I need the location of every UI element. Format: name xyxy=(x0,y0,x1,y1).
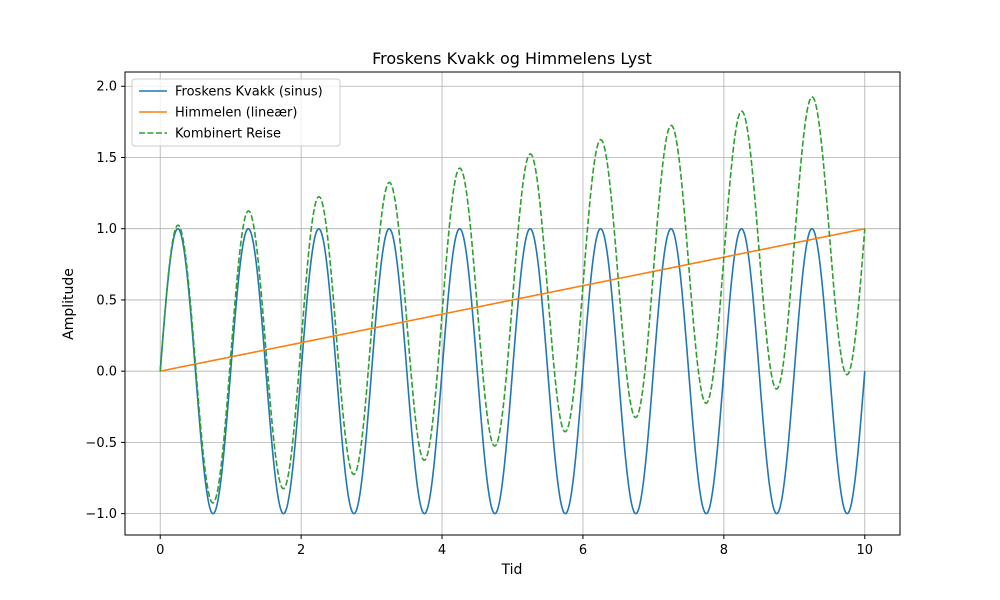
x-tick-label: 6 xyxy=(579,543,587,558)
legend-label-2: Himmelen (lineær) xyxy=(175,106,297,121)
legend-label-3: Kombinert Reise xyxy=(175,127,281,142)
y-tick-label: 1.0 xyxy=(96,222,117,237)
x-tick-label: 0 xyxy=(156,543,164,558)
y-tick-label: 0.0 xyxy=(96,365,117,380)
series-line-3 xyxy=(159,96,866,504)
y-tick-label: −0.5 xyxy=(85,436,117,451)
series-line-1 xyxy=(159,227,866,515)
x-tick-label: 2 xyxy=(297,543,305,558)
y-axis-label: Amplitude xyxy=(61,268,77,340)
y-tick-label: −1.0 xyxy=(85,507,117,522)
legend-box xyxy=(131,78,341,147)
y-tick-label: 1.5 xyxy=(96,151,117,166)
x-tick-label: 10 xyxy=(856,543,873,558)
legend-label-1: Froskens Kvakk (sinus) xyxy=(175,85,323,100)
x-tick-label: 8 xyxy=(720,543,728,558)
chart-title: Froskens Kvakk og Himmelens Lyst xyxy=(372,49,652,68)
x-axis-label: Tid xyxy=(501,562,523,578)
x-tick-label: 4 xyxy=(438,543,446,558)
legend: Froskens Kvakk (sinus) Himmelen (lineær) K… xyxy=(131,78,341,147)
axes-frame xyxy=(124,71,901,536)
series-line-2 xyxy=(160,227,865,372)
y-tick-label: 2.0 xyxy=(96,80,117,95)
ticks: 0 2 4 6 8 10 −1.0 −0.5 0.0 0.5 1.0 1.5 2.0 xyxy=(85,80,873,558)
plot-area xyxy=(159,96,866,515)
y-tick-label: 0.5 xyxy=(96,293,117,308)
